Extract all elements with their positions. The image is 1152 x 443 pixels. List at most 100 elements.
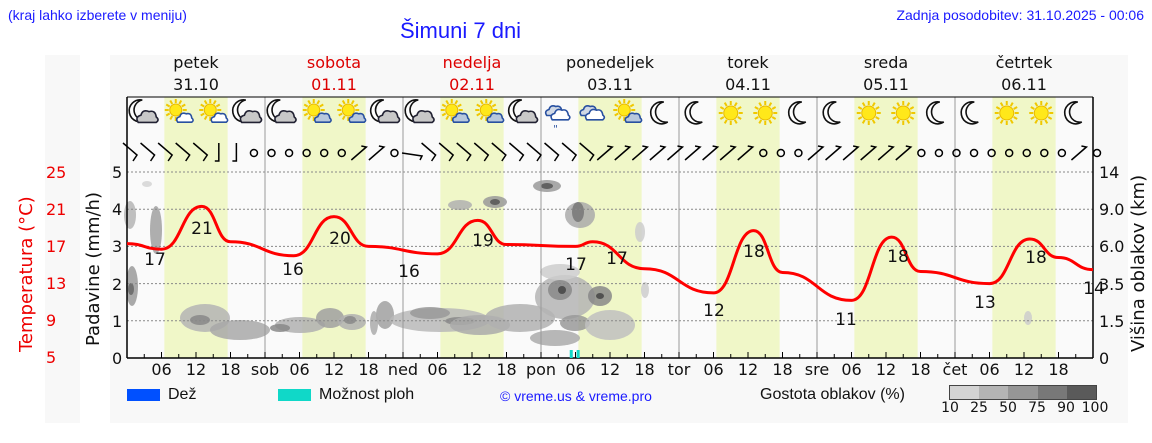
temp-tick: 5 <box>46 348 57 367</box>
moon-cloud-icon <box>128 99 159 124</box>
last-update: Zadnja posodobitev: 31.10.2025 - 00:06 <box>896 7 1144 23</box>
day-date: 06.11 <box>1001 75 1047 94</box>
temp-value-label: 19 <box>472 231 494 251</box>
svg-text:": " <box>553 124 558 135</box>
sun-cloud-icon <box>199 99 229 123</box>
temp-value-label: 14 <box>1083 279 1105 299</box>
wind-barb-icon <box>579 142 595 162</box>
temp-value-label: 16 <box>398 262 420 282</box>
x-tick-label: 12 <box>599 360 621 379</box>
wind-barb-icon <box>157 142 174 162</box>
wind-barb-icon <box>1022 148 1031 158</box>
x-tick-label: 06 <box>289 360 310 379</box>
wind-barb-icon <box>508 142 525 162</box>
wind-barb-icon <box>631 145 649 161</box>
sun-cloud-icon <box>164 99 194 123</box>
moon-icon <box>822 101 841 125</box>
wind-barb-icon <box>952 148 961 158</box>
location-hint[interactable]: (kraj lahko izberete v meniju) <box>8 7 187 23</box>
x-tick-label: 18 <box>220 360 241 379</box>
wind-barb-icon <box>267 148 276 158</box>
precip-axis-label: Padavine (mm/h) <box>83 192 104 346</box>
wind-barb-icon <box>934 148 944 158</box>
day-header-torek: torek 04.11 <box>678 52 818 96</box>
temp-value-label: 18 <box>887 247 909 267</box>
wind-barb-icon <box>794 148 803 158</box>
wind-barb-icon <box>917 148 926 158</box>
sun-icon <box>1029 101 1054 125</box>
wind-barb-icon <box>596 145 614 161</box>
wind-barb-icon <box>491 142 507 162</box>
wind-barb-icon <box>544 142 560 162</box>
x-tick-label: 06 <box>979 360 1000 379</box>
day-name: petek <box>173 53 219 72</box>
x-tick-label: pon <box>525 360 557 379</box>
temperature-line: 17 21 16 20 16 19 17 17 12 18 11 18 13 18 14 <box>126 204 1105 330</box>
x-tick-label: 18 <box>1048 360 1069 379</box>
wind-barb-icon <box>684 145 702 161</box>
rain-swatch <box>127 389 160 401</box>
moon-icon <box>787 101 807 125</box>
sun-icon <box>753 101 778 125</box>
day-header-sobota: sobota 01.11 <box>264 52 404 96</box>
x-tick-label: 18 <box>910 360 931 379</box>
wind-barb-icon <box>737 145 755 161</box>
moon-icon <box>684 101 703 125</box>
wind-barb-icon <box>807 145 825 161</box>
wind-barb-icon <box>175 142 191 162</box>
wind-barb-icon <box>350 145 368 161</box>
weather-icons: " <box>128 99 1083 135</box>
precip-tick: 1 <box>112 311 123 331</box>
wind-barb-icon <box>438 142 455 162</box>
cloud-tick: 1.5 <box>1099 311 1125 331</box>
daylight-bands <box>127 97 1093 358</box>
temp-tick: 9 <box>46 311 57 330</box>
moon-icon <box>925 101 945 125</box>
wind-barb-icon <box>232 143 238 162</box>
x-tick-label: 18 <box>358 360 379 379</box>
wind-barb-icon <box>719 145 737 161</box>
precip-tick: 3 <box>112 237 123 257</box>
temp-value-label: 12 <box>703 301 725 321</box>
wind-barb-icon <box>842 145 860 161</box>
grid-lines <box>127 97 1093 358</box>
day-name: ponedeljek <box>566 53 654 72</box>
showers-legend-label: Možnost ploh <box>319 386 415 403</box>
wind-barb-icon <box>649 145 667 161</box>
wind-barb-icon <box>473 142 490 162</box>
cloud-scale-tick: 50 <box>999 400 1017 416</box>
wind-barb-icon <box>1057 148 1067 158</box>
day-date: 04.11 <box>725 75 771 94</box>
cloud-tick: 9.0 <box>1099 200 1125 220</box>
credit-link[interactable]: © vreme.us & vreme.pro <box>500 388 652 404</box>
wind-barb-icon <box>776 148 786 158</box>
wind-barb-icon <box>561 142 578 162</box>
wind-barb-icon <box>1092 148 1102 158</box>
x-tick-label: sre <box>804 360 830 379</box>
wind-barb-icon <box>140 142 156 162</box>
rain-legend-label: Dež <box>168 386 197 403</box>
x-tick-label: 06 <box>841 360 862 379</box>
temp-value-label: 18 <box>743 242 765 262</box>
sun-cloud-icon <box>475 99 505 123</box>
temp-value-label: 17 <box>144 250 166 270</box>
wind-barb-icon <box>401 152 424 161</box>
temp-tick: 17 <box>46 237 67 256</box>
wind-barb-icon <box>969 148 979 158</box>
day-name: četrtek <box>995 53 1053 72</box>
wind-barb-icon <box>877 145 895 161</box>
precip-tick: 4 <box>112 200 123 220</box>
wind-barb-icon <box>284 148 294 158</box>
day-header-petek: petek 31.10 <box>126 52 266 96</box>
cloud-axis-label: Višina oblakov (km) <box>1128 174 1149 352</box>
wind-barb-icon <box>860 145 878 161</box>
day-header-sreda: sreda 05.11 <box>816 52 956 96</box>
wind-barb-icon <box>1004 148 1014 158</box>
wind-barb-icon <box>192 142 209 162</box>
cloud-scale-tick: 100 <box>1081 400 1109 416</box>
x-tick-label: 06 <box>703 360 724 379</box>
day-name: sreda <box>863 53 909 72</box>
wind-barb-icon <box>825 145 843 161</box>
day-date: 01.11 <box>311 75 357 94</box>
